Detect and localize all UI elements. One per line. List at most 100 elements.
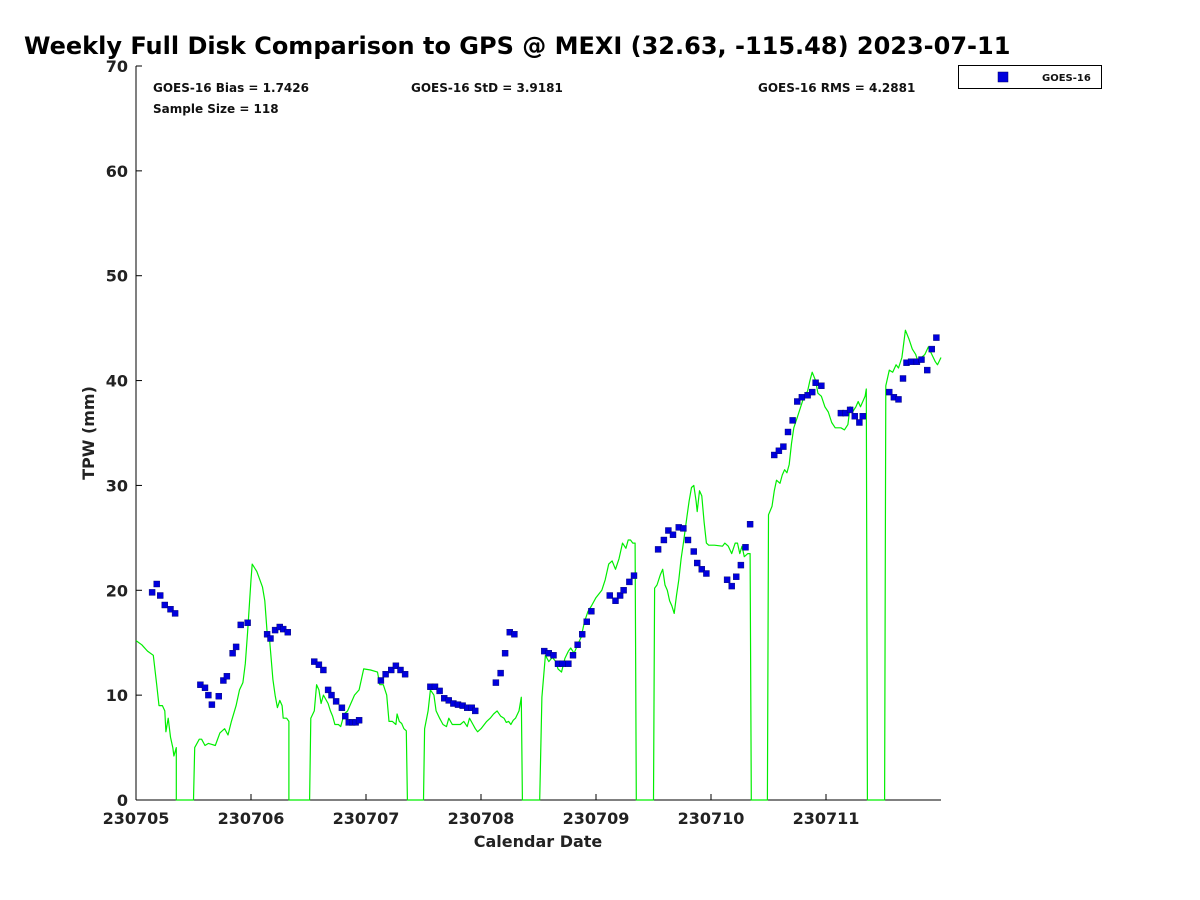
data-point xyxy=(338,704,346,711)
data-point xyxy=(201,684,209,691)
data-point xyxy=(223,673,231,680)
data-point xyxy=(684,536,692,544)
data-point xyxy=(320,666,327,674)
data-point xyxy=(780,443,787,450)
data-point xyxy=(818,382,825,389)
data-point xyxy=(161,601,169,609)
data-point xyxy=(559,660,566,667)
data-point xyxy=(565,660,572,667)
data-point xyxy=(550,652,557,659)
y-tick-label: 50 xyxy=(106,267,128,286)
data-point xyxy=(153,580,160,588)
data-point xyxy=(723,576,731,583)
data-point xyxy=(856,419,863,426)
data-point xyxy=(775,447,783,454)
data-point xyxy=(215,693,223,700)
data-point xyxy=(895,396,902,403)
plot-area: 0 10 20 30 40 50 60 70 230705 230706 230707 230708 2… xyxy=(103,57,942,828)
data-point xyxy=(472,707,479,715)
x-tick-label: 230707 xyxy=(333,809,400,828)
data-point xyxy=(497,669,504,677)
data-point xyxy=(812,379,819,386)
x-tick-label: 230709 xyxy=(563,809,630,828)
data-point xyxy=(583,618,590,625)
data-point xyxy=(771,451,778,459)
data-point xyxy=(501,650,509,657)
data-point xyxy=(933,334,940,341)
data-point xyxy=(846,406,854,414)
data-point xyxy=(660,536,668,544)
data-point xyxy=(907,358,915,365)
data-point xyxy=(579,631,586,638)
x-axis-label: Calendar Date xyxy=(474,832,603,851)
data-point xyxy=(511,631,518,638)
data-point xyxy=(842,409,849,417)
stat-std: GOES-16 StD = 3.9181 xyxy=(411,81,563,95)
data-point xyxy=(492,679,500,686)
x-tick-label: 230705 xyxy=(103,809,170,828)
data-point xyxy=(626,578,633,586)
y-tick-label: 0 xyxy=(117,791,128,810)
data-point xyxy=(851,413,858,420)
data-point xyxy=(377,677,385,684)
data-point xyxy=(690,548,697,555)
x-tick-label: 230708 xyxy=(448,809,515,828)
data-point xyxy=(728,582,735,590)
data-point xyxy=(886,388,893,396)
stat-rms: GOES-16 RMS = 4.2881 xyxy=(758,81,915,95)
x-tick-label: 230710 xyxy=(678,809,745,828)
data-point xyxy=(431,683,439,690)
data-point xyxy=(232,643,240,651)
data-point xyxy=(654,546,662,553)
data-point xyxy=(742,544,749,551)
data-point xyxy=(167,606,174,613)
data-point xyxy=(606,592,613,599)
data-point xyxy=(924,366,931,374)
data-point xyxy=(237,621,244,629)
data-point xyxy=(397,666,404,674)
chart-title: Weekly Full Disk Comparison to GPS @ MEX… xyxy=(24,32,1010,60)
legend-marker xyxy=(997,71,1009,83)
legend-box xyxy=(958,65,1102,89)
y-tick-label: 30 xyxy=(106,476,128,495)
y-axis-label: TPW (mm) xyxy=(79,386,98,480)
data-point xyxy=(382,671,389,678)
data-point xyxy=(388,666,395,674)
data-point xyxy=(355,717,363,724)
legend-label: GOES-16 xyxy=(1042,73,1091,84)
y-tick-label: 40 xyxy=(106,372,128,391)
stat-bias: GOES-16 Bias = 1.7426 xyxy=(153,81,309,95)
data-point xyxy=(588,608,595,615)
x-tick-label: 230706 xyxy=(218,809,285,828)
data-point xyxy=(244,619,251,626)
data-point xyxy=(574,641,581,648)
data-point xyxy=(669,531,677,538)
data-point xyxy=(698,566,705,573)
data-point xyxy=(616,592,624,599)
y-tick-label: 60 xyxy=(106,162,128,181)
data-point xyxy=(809,388,816,396)
legend: GOES-16 xyxy=(958,65,1102,89)
data-point xyxy=(284,629,291,636)
data-point xyxy=(746,521,754,528)
data-point xyxy=(798,394,806,401)
data-point xyxy=(789,417,796,424)
data-point xyxy=(694,559,701,567)
data-point xyxy=(205,691,212,699)
data-point xyxy=(680,525,687,532)
data-point xyxy=(267,635,274,642)
data-point xyxy=(342,712,349,720)
data-point xyxy=(229,650,236,657)
y-tick-label: 10 xyxy=(106,686,128,705)
data-point xyxy=(208,701,216,708)
data-point xyxy=(263,631,271,638)
data-point xyxy=(220,677,227,684)
data-point xyxy=(148,589,156,596)
stat-sample-size: Sample Size = 118 xyxy=(153,102,279,116)
data-point xyxy=(171,610,179,617)
data-point xyxy=(401,671,409,678)
data-point xyxy=(703,570,710,577)
data-point xyxy=(324,686,332,694)
data-point xyxy=(928,345,935,353)
